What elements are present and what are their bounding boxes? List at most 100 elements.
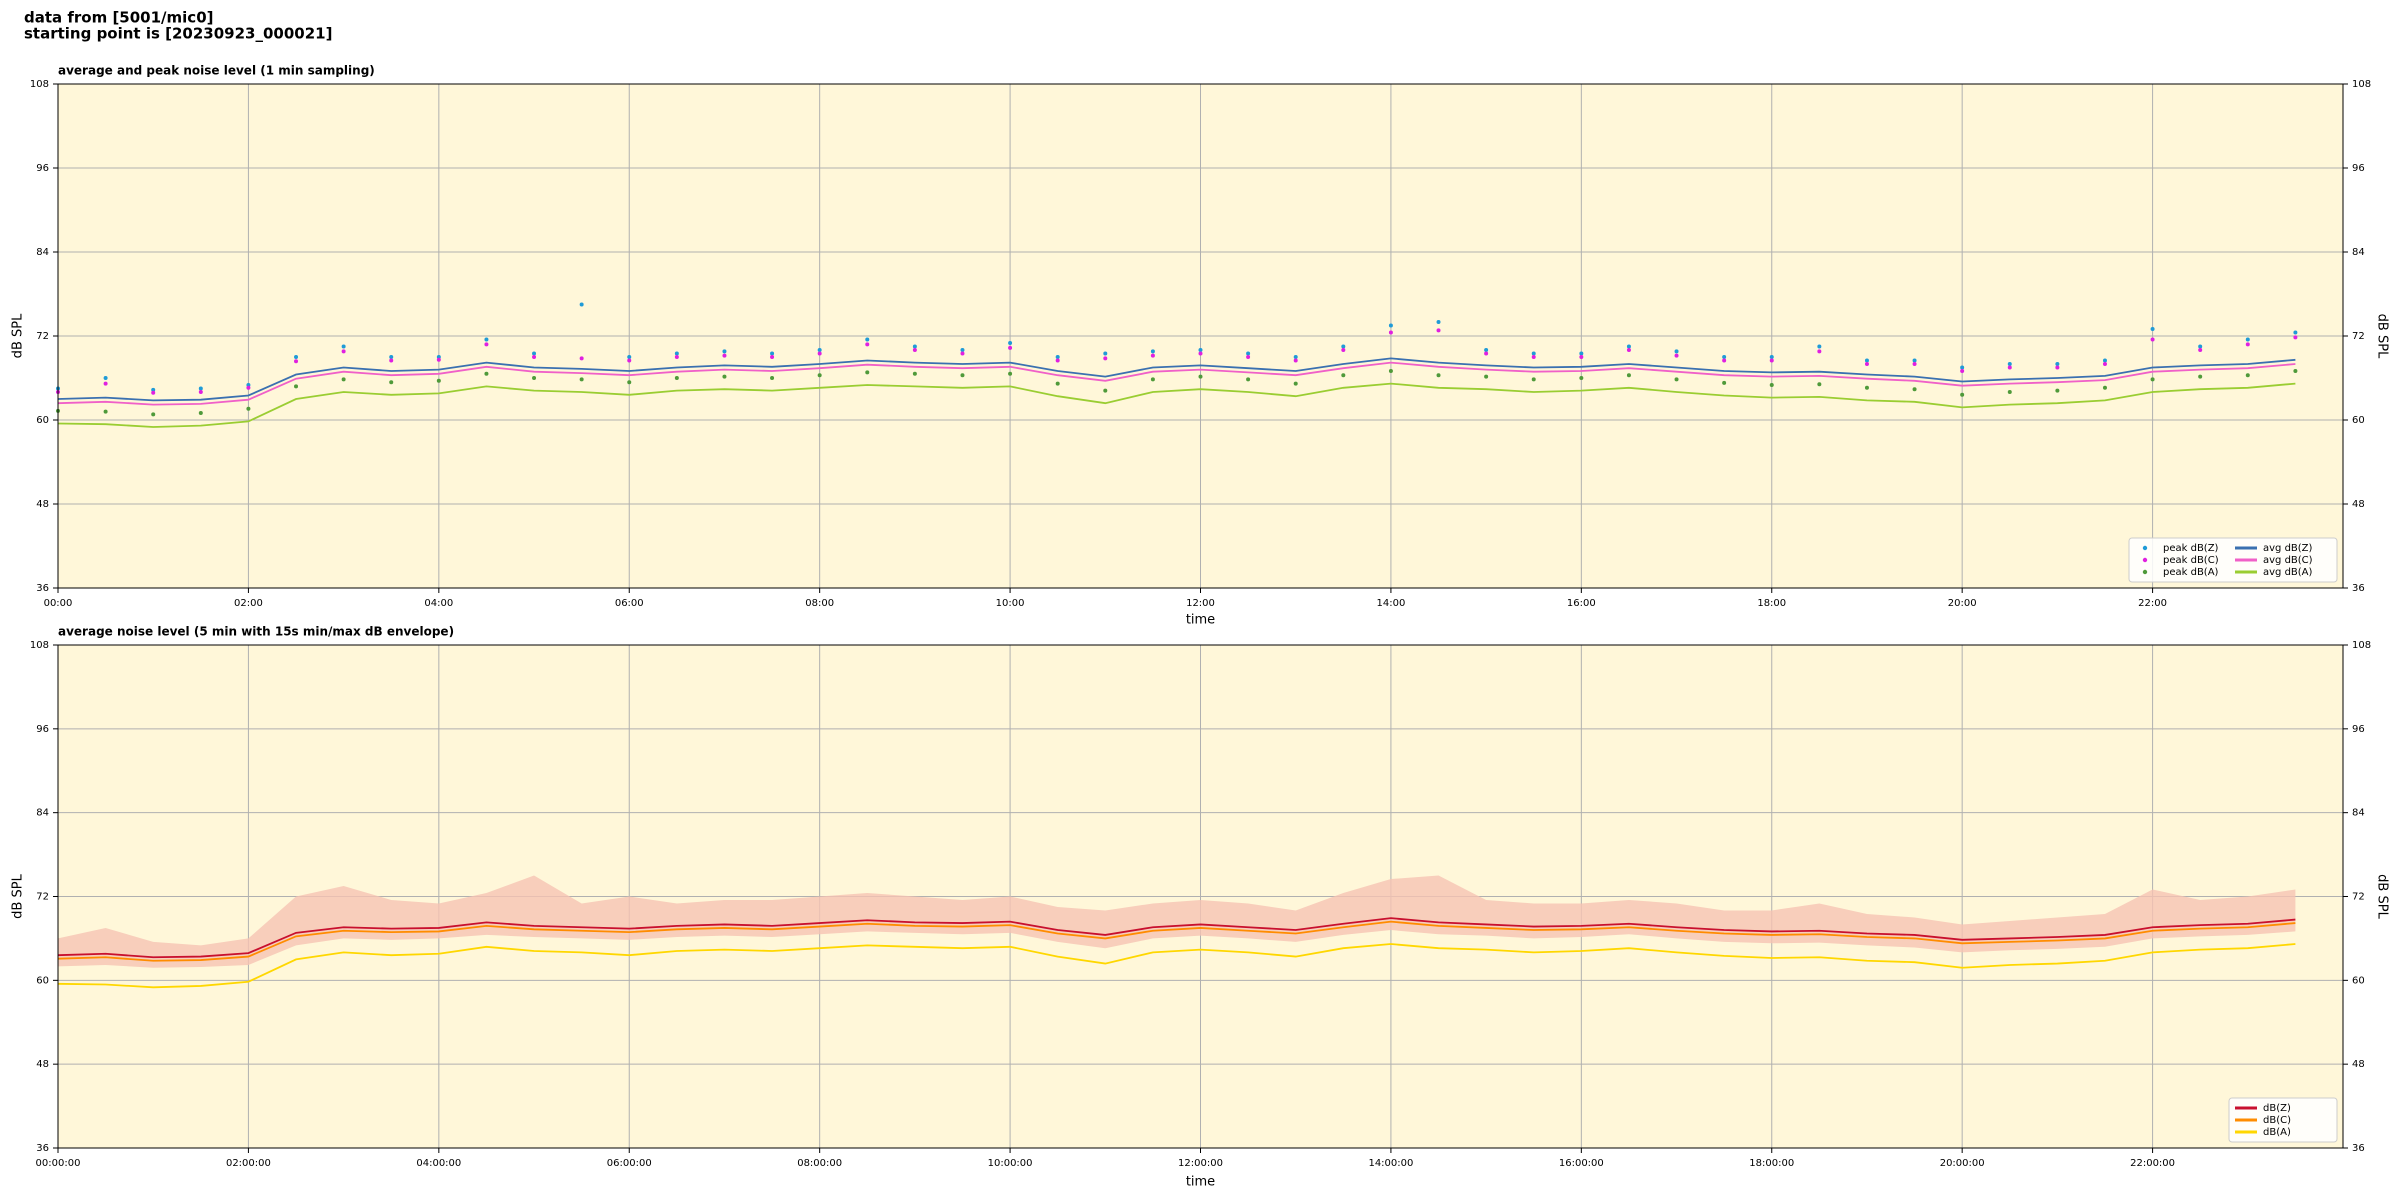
x-tick-label: 12:00:00 <box>1178 1158 1223 1169</box>
peak-point <box>2198 348 2203 352</box>
y-tick-label: 60 <box>36 415 49 426</box>
peak-point <box>198 390 203 394</box>
peak-point <box>1008 371 1013 376</box>
y-tick-label: 108 <box>30 79 49 90</box>
y-tick-label-right: 48 <box>2352 499 2365 510</box>
legend-box <box>2128 537 2338 583</box>
peak-point <box>1769 358 1774 363</box>
x-axis-label: time <box>1186 613 1215 628</box>
peak-point <box>484 342 489 347</box>
peak-point <box>1626 344 1631 349</box>
peak-point <box>1388 330 1393 335</box>
peak-point <box>1341 348 1346 352</box>
peak-point <box>2102 362 2107 366</box>
peak-point <box>1626 348 1631 352</box>
peak-point <box>1912 387 1917 392</box>
peak-point <box>1246 351 1251 356</box>
peak-point <box>1817 382 1822 387</box>
peak-point <box>2055 365 2060 370</box>
peak-point <box>1055 355 1060 359</box>
peak-point <box>1864 385 1869 390</box>
peak-point <box>341 377 346 382</box>
y-tick-label-right: 84 <box>2352 808 2365 819</box>
peak-point <box>1436 373 1441 378</box>
peak-point <box>532 355 537 359</box>
legend: peak dB(Z)peak dB(C)peak dB(A)avg dB(Z)a… <box>2128 537 2338 583</box>
series-line <box>57 382 2296 428</box>
peak-point <box>1341 344 1346 349</box>
peak-point <box>1198 348 1203 352</box>
peak-point <box>2293 330 2298 335</box>
peak-point <box>674 351 679 356</box>
peak-point <box>770 376 775 380</box>
peak-point <box>2102 385 2107 390</box>
legend-label: avg dB(C) <box>2263 555 2313 566</box>
x-tick-label: 14:00 <box>1377 598 1406 609</box>
y-tick-label: 72 <box>36 331 49 342</box>
peak-point <box>1960 365 1965 370</box>
peak-point <box>770 351 775 356</box>
legend-label: peak dB(A) <box>2163 567 2219 578</box>
series-line <box>57 917 2296 959</box>
x-tick-label: 02:00 <box>234 598 263 609</box>
peak-point <box>912 371 917 376</box>
plot-frame <box>57 83 2344 589</box>
x-tick-label: 04:00 <box>424 598 453 609</box>
x-tick-label: 18:00:00 <box>1749 1158 1794 1169</box>
legend-label: dB(A) <box>2263 1127 2291 1138</box>
peak-point <box>389 358 394 363</box>
peak-point <box>2007 362 2012 366</box>
peak-point <box>1817 349 1822 354</box>
x-tick-label: 20:00 <box>1948 598 1977 609</box>
peak-point <box>674 355 679 359</box>
peak-point <box>246 406 251 411</box>
peak-point <box>1674 377 1679 382</box>
x-tick-label: 10:00:00 <box>988 1158 1033 1169</box>
chart-title: average noise level (5 min with 15s min/… <box>58 625 454 639</box>
peak-point <box>341 349 346 354</box>
y-tick-label-right: 36 <box>2352 1143 2365 1154</box>
peak-point <box>960 373 965 378</box>
peak-point <box>1722 355 1727 359</box>
peak-point <box>1960 369 1965 373</box>
x-tick-label: 16:00 <box>1567 598 1596 609</box>
peak-point <box>484 371 489 376</box>
peak-point <box>2102 358 2107 363</box>
peak-point <box>1579 355 1584 359</box>
x-axis-label: time <box>1186 1175 1215 1190</box>
peak-point <box>1293 358 1298 363</box>
peak-point <box>294 384 299 389</box>
x-tick-label: 00:00 <box>44 598 73 609</box>
series-line <box>57 361 2296 406</box>
peak-point <box>532 376 537 380</box>
x-tick-label: 06:00 <box>615 598 644 609</box>
legend-label: avg dB(A) <box>2263 567 2313 578</box>
peak-point <box>246 385 251 390</box>
y-tick-label: 84 <box>36 247 49 258</box>
peak-point <box>2150 337 2155 342</box>
x-tick-label: 10:00 <box>996 598 1025 609</box>
legend-label: peak dB(Z) <box>2163 543 2219 554</box>
peak-point <box>1769 355 1774 359</box>
x-tick-label: 20:00:00 <box>1940 1158 1985 1169</box>
peak-point <box>1388 369 1393 373</box>
peak-point <box>1436 328 1441 333</box>
series-line <box>57 920 2296 962</box>
legend-marker <box>2142 557 2148 563</box>
peak-point <box>151 390 156 395</box>
peak-point <box>1484 351 1489 356</box>
peak-point <box>817 348 822 352</box>
peak-point <box>103 381 108 386</box>
peak-point <box>1198 374 1203 379</box>
peak-point <box>722 349 727 354</box>
x-tick-label: 06:00:00 <box>607 1158 652 1169</box>
y-axis-label-right: dB SPL <box>2375 314 2390 359</box>
peak-point <box>627 358 632 363</box>
peak-point <box>198 411 203 415</box>
peak-point <box>1150 377 1155 382</box>
x-tick-label: 00:00:00 <box>36 1158 81 1169</box>
peak-point <box>2150 327 2155 331</box>
peak-point <box>627 355 632 359</box>
peak-point <box>389 355 394 359</box>
peak-point <box>103 409 108 414</box>
